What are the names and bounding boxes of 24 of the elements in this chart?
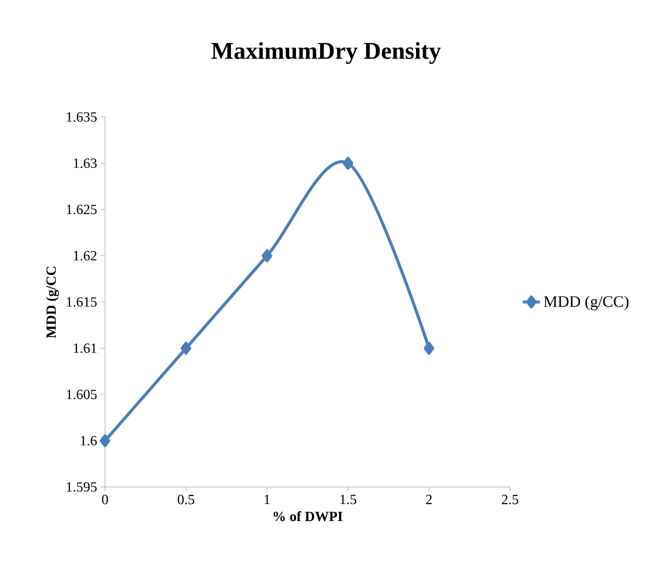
y-tick-label: 1.61 [74,344,96,353]
y-axis-title: MDD (g/CC [46,266,59,338]
x-tick-label: 1 [264,494,270,504]
point [100,434,110,448]
y-tick-label: 1.595 [66,482,97,492]
y-tick-label: 1.6 [80,436,97,446]
y-tick-label: 1.625 [66,204,97,214]
x-tick-label: 0.5 [178,494,194,504]
y-tick-label: 1.62 [74,251,96,260]
legend-label: MDD (g/CC) [544,296,628,310]
y-tick-label: 1.635 [66,112,97,122]
x-tick-label: 2 [426,494,432,504]
point [262,249,272,262]
y-tick-label: 1.63 [74,158,97,168]
point [180,342,192,355]
point [342,156,354,170]
chart-title: MaximumDry Density [211,42,441,64]
point [424,342,434,355]
x-tick-label: 0 [102,494,108,504]
x-axis-title: % of DWPI [274,511,342,522]
y-tick-label: 1.605 [66,390,97,400]
x-tick-label: 1.5 [340,494,356,504]
x-tick-label: 2.5 [502,494,518,504]
y-tick-label: 1.615 [66,297,97,307]
